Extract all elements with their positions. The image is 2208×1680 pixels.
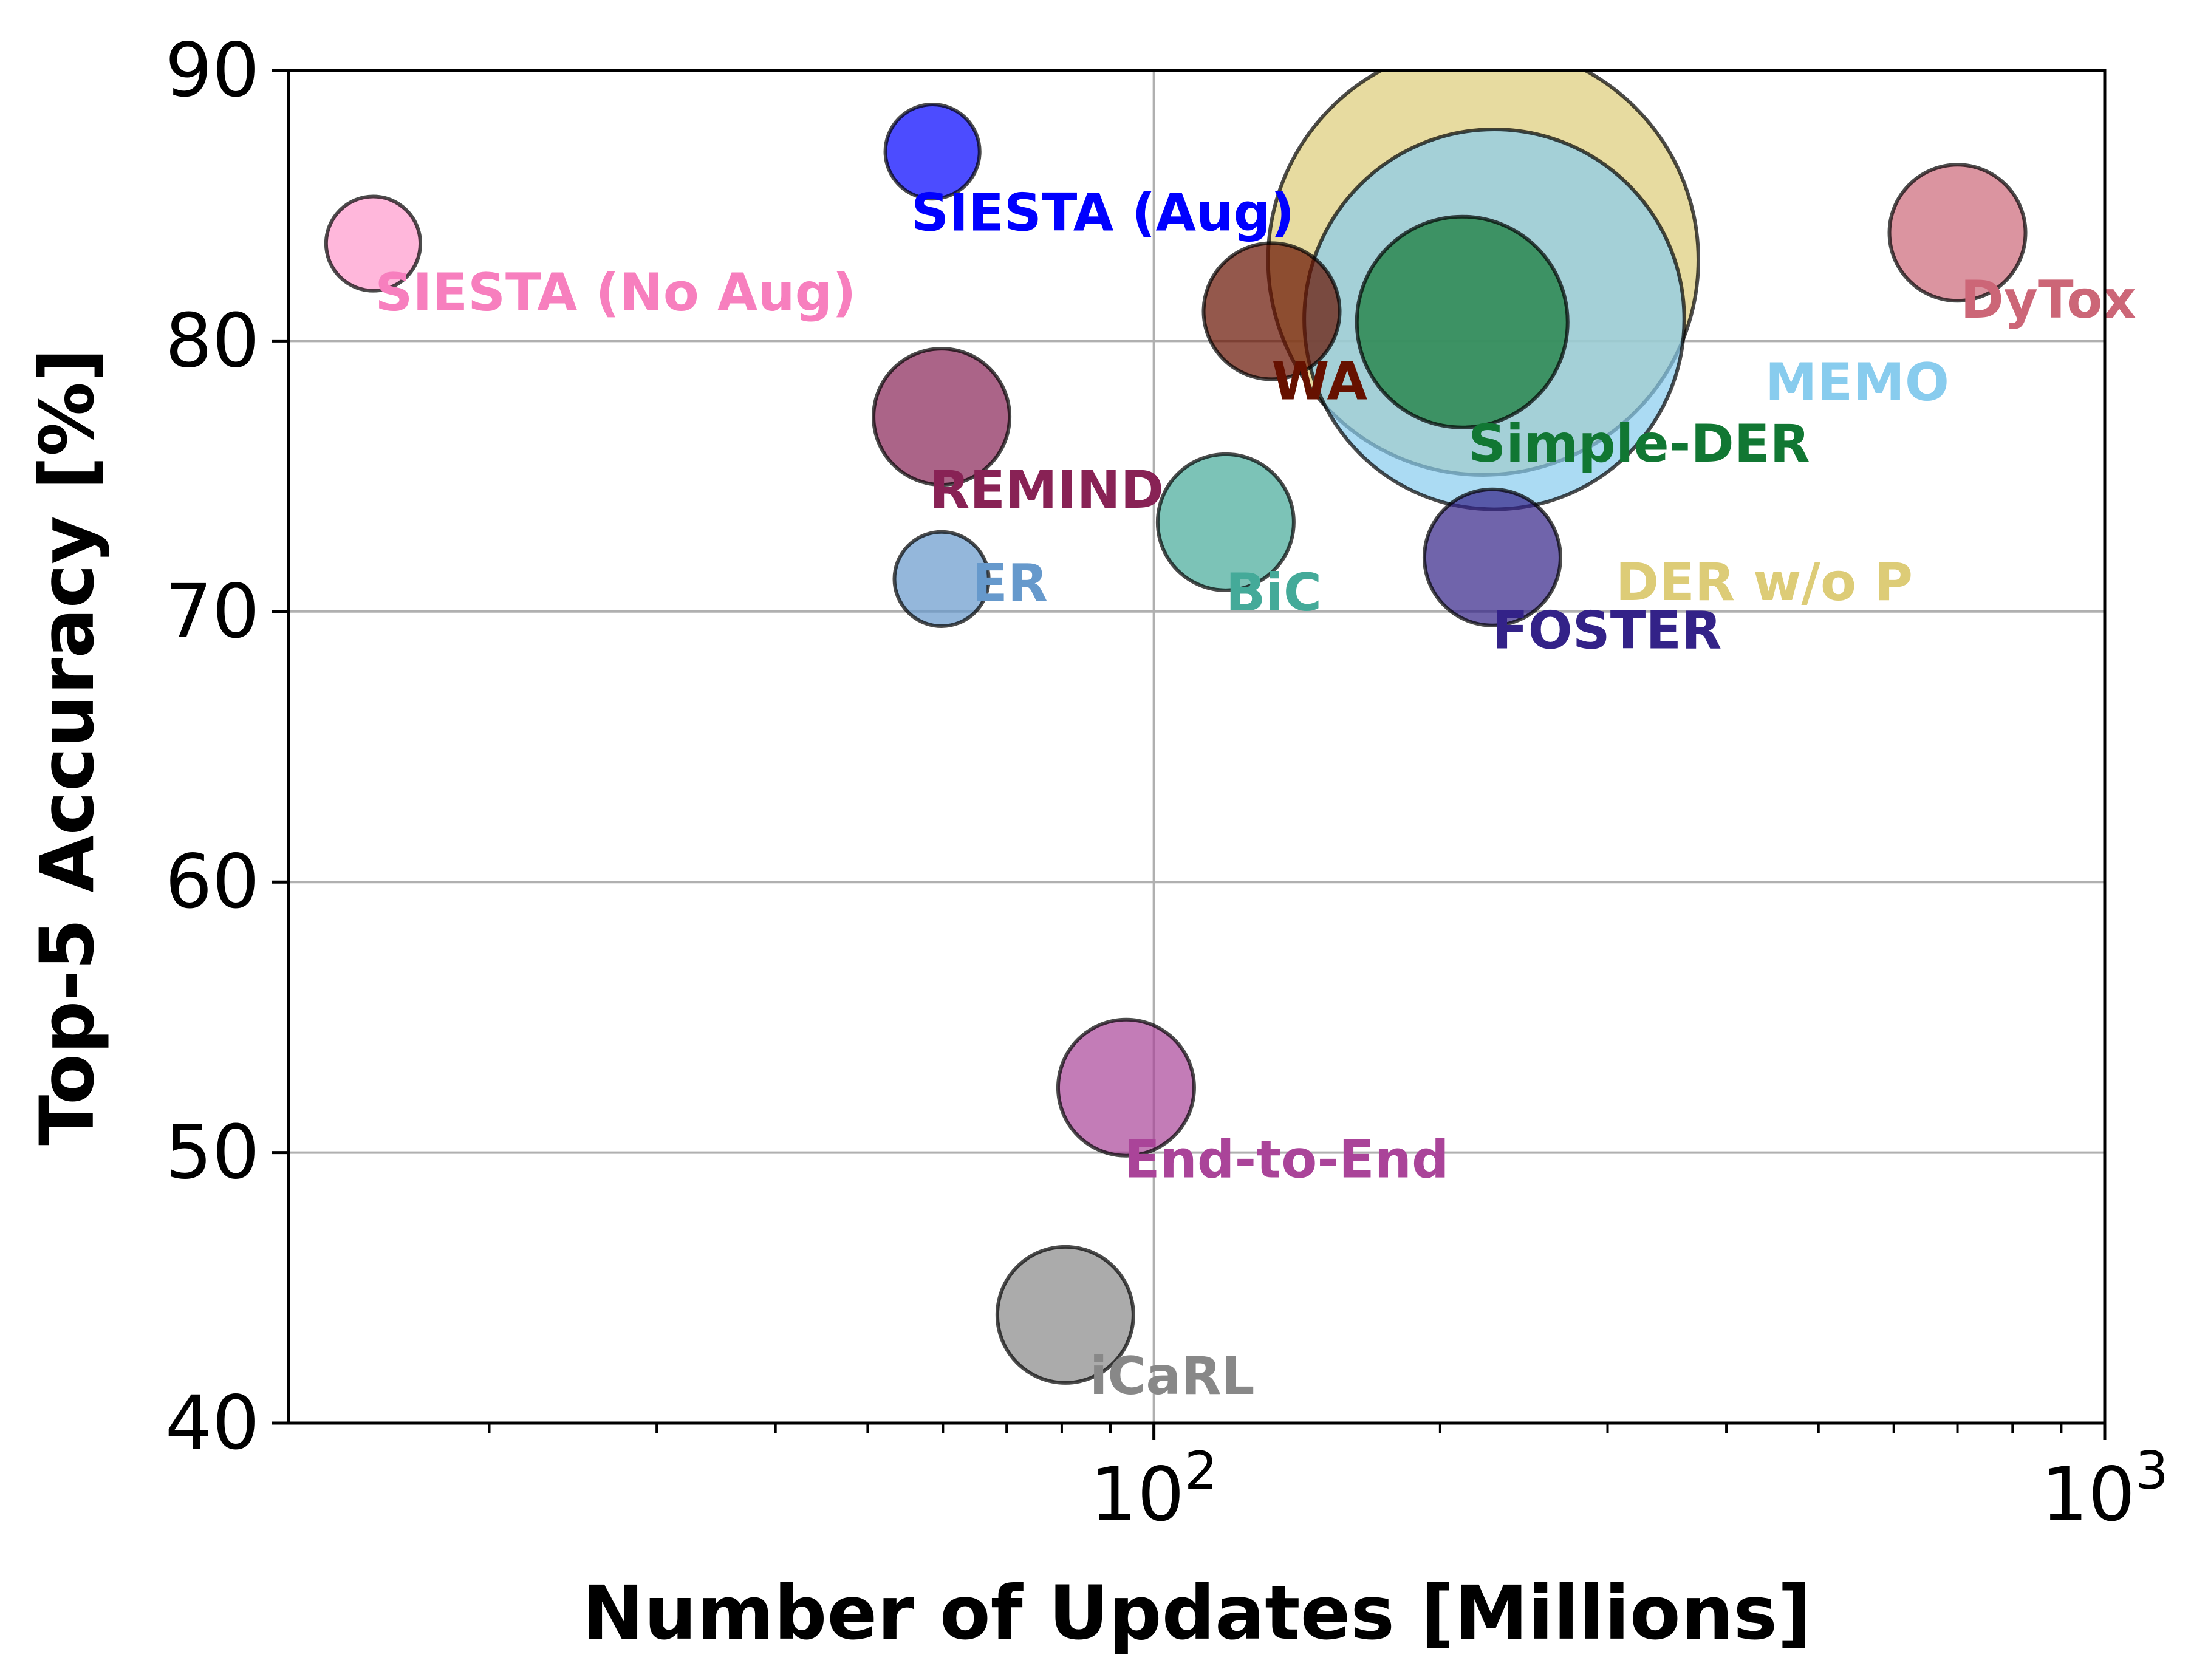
y-tick-label: 80	[165, 298, 259, 384]
data-points	[324, 70, 2028, 1385]
axis-ticks: 40 50 60 70 80 90 102 103	[165, 27, 2169, 1538]
x-axis-title: Number of Updates [Millions]	[582, 1570, 1811, 1656]
label-memo: MEMO	[1765, 352, 1949, 413]
label-icarl: iCaRL	[1090, 1346, 1255, 1407]
x-tick-label: 102	[1090, 1441, 1218, 1538]
label-end-to-end: End-to-End	[1124, 1130, 1449, 1190]
label-siesta-aug-: SIESTA (Aug)	[911, 183, 1294, 244]
bubble-dytox	[1887, 163, 2028, 303]
y-tick-label: 70	[165, 569, 259, 655]
label-remind: REMIND	[929, 460, 1164, 521]
bubble-siesta-aug-	[883, 103, 982, 201]
bubble-wa	[1201, 241, 1342, 381]
label-dytox: DyTox	[1961, 270, 2136, 330]
label-er: ER	[972, 553, 1048, 613]
x-tick-label: 103	[2041, 1441, 2169, 1538]
bubble-icarl	[995, 1245, 1135, 1385]
label-der-w-o-p: DER w/o P	[1616, 552, 1913, 613]
bubble-end-to-end	[1056, 1017, 1196, 1158]
bubble-er	[892, 530, 991, 628]
label-wa: WA	[1272, 351, 1368, 412]
label-bic: BiC	[1226, 562, 1322, 623]
bubble-foster	[1422, 487, 1562, 627]
bubble-remind	[872, 347, 1012, 487]
bubble-bic	[1155, 452, 1296, 592]
label-simple-der: Simple-DER	[1468, 414, 1810, 474]
bubble-siesta-no-aug-	[324, 194, 423, 293]
bubble-simple-der	[1355, 214, 1570, 429]
label-siesta-no-aug-: SIESTA (No Aug)	[375, 262, 856, 323]
plot-frame	[287, 69, 2107, 1425]
y-axis-title: Top-5 Accuracy [%]	[24, 348, 111, 1146]
label-foster: FOSTER	[1492, 601, 1721, 661]
y-tick-label: 40	[165, 1380, 259, 1466]
y-tick-label: 50	[165, 1110, 259, 1196]
y-tick-label: 60	[165, 839, 259, 925]
y-tick-label: 90	[165, 27, 259, 114]
